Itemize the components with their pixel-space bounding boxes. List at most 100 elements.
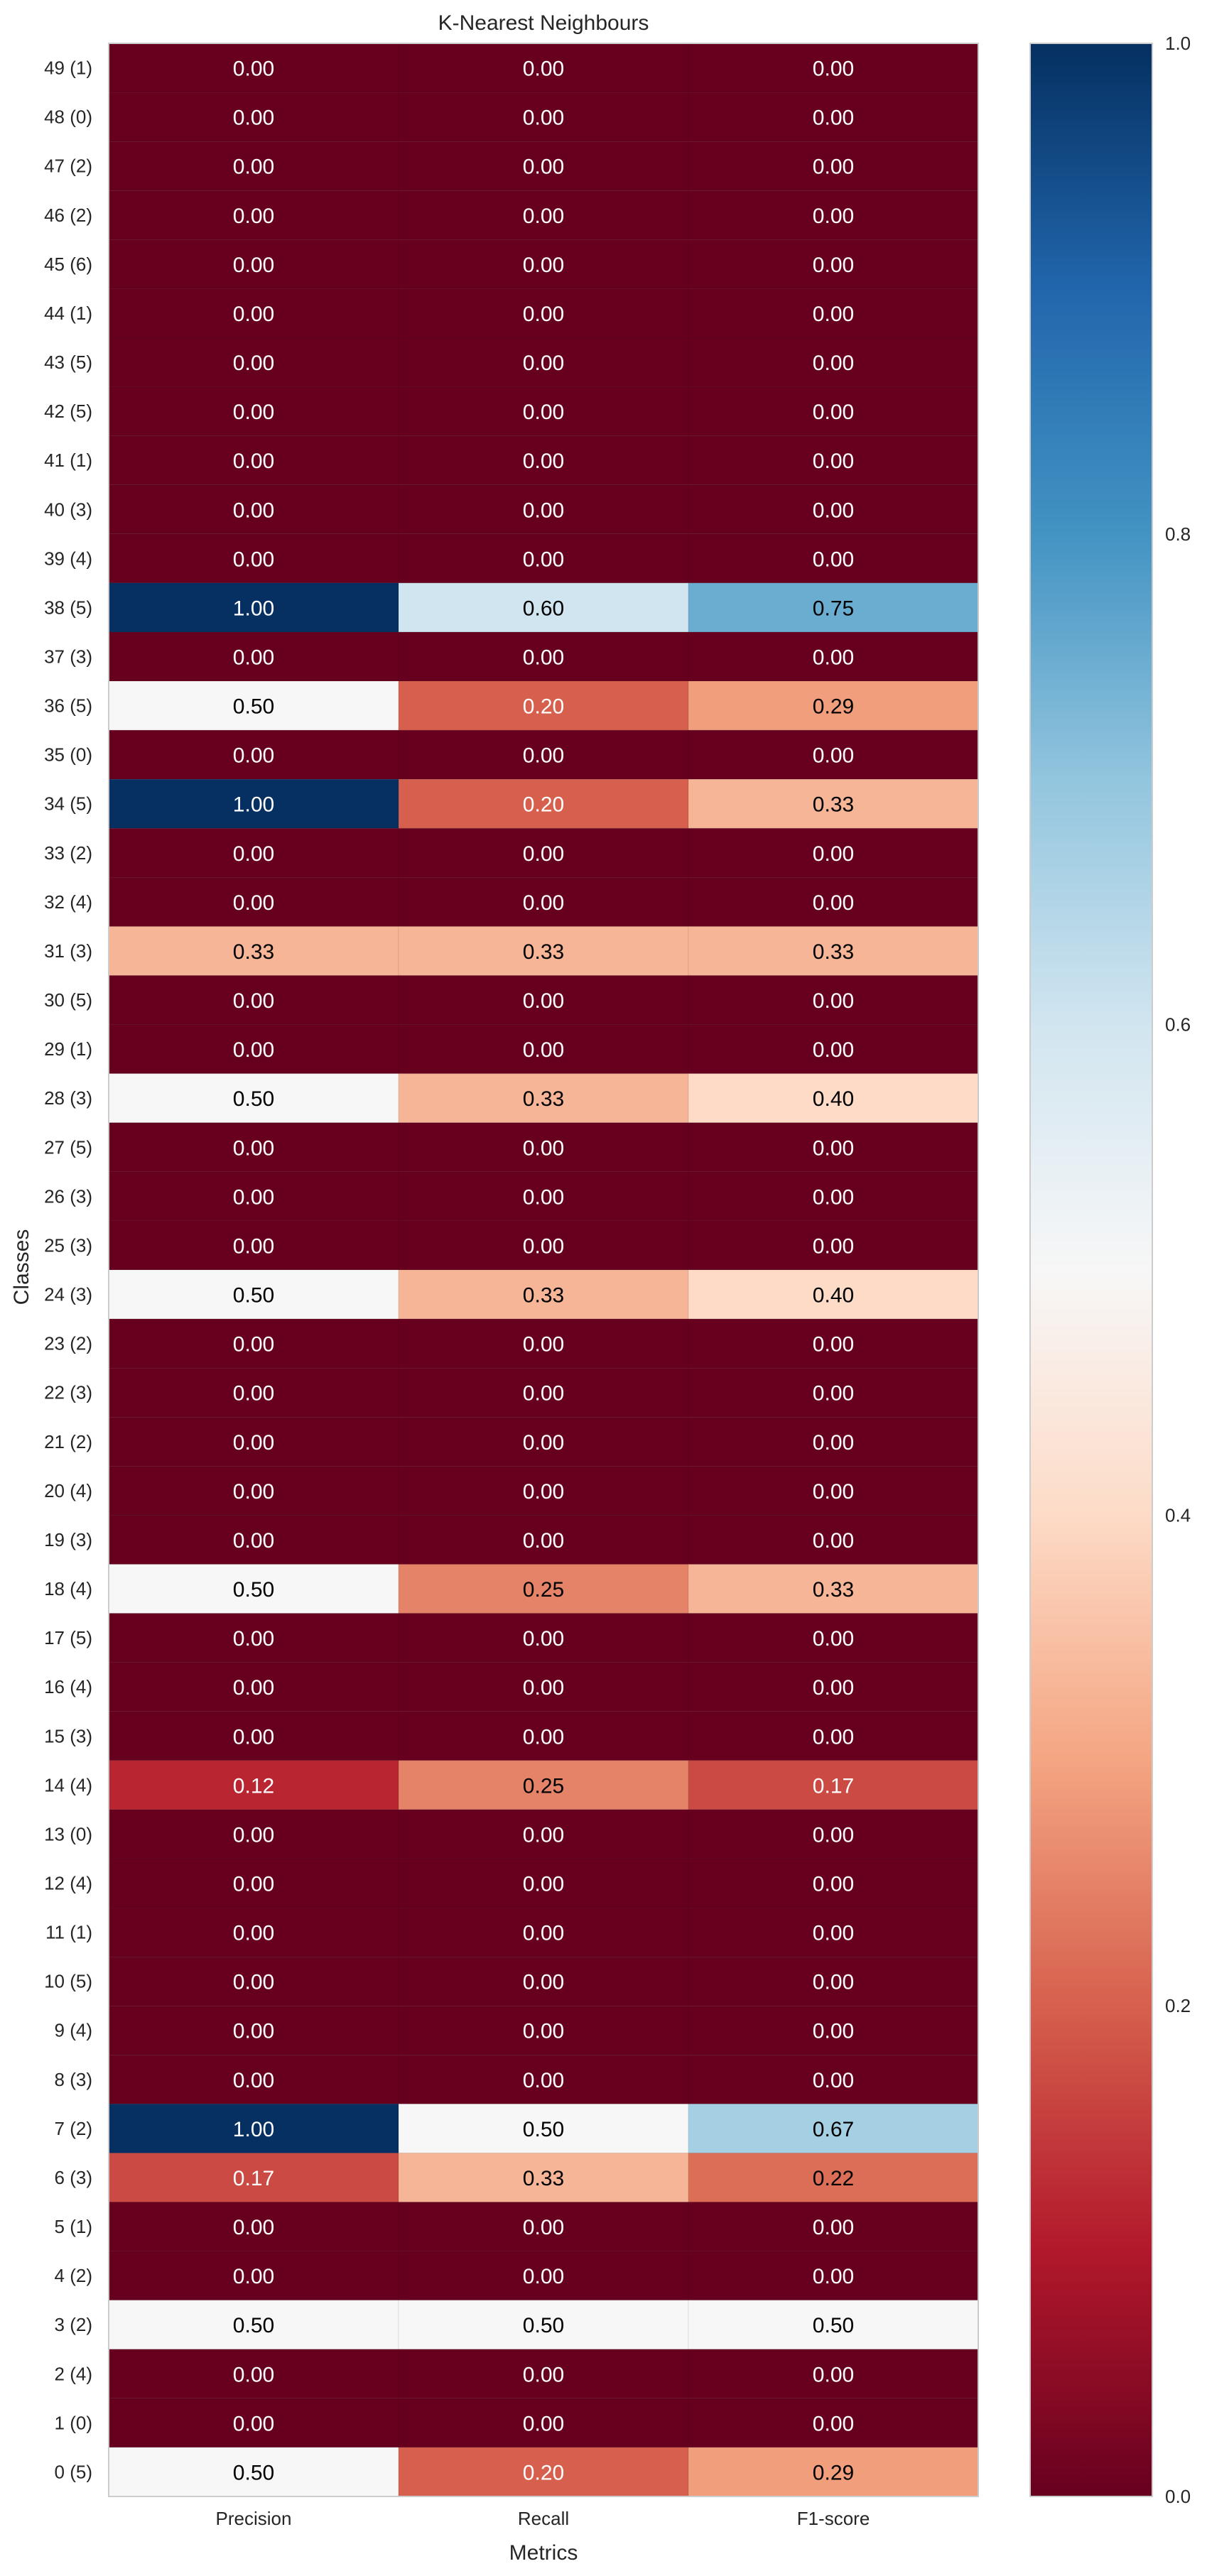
heatmap-cell (108, 827, 399, 878)
cell-value-label: 0.00 (233, 548, 274, 571)
cell-value-label: 0.00 (233, 1382, 274, 1406)
heatmap-cell (688, 190, 979, 240)
heatmap-cell (398, 2398, 689, 2448)
heatmap-cell (108, 190, 399, 240)
cell-value-label: 0.00 (523, 1382, 564, 1406)
heatmap-cell (108, 680, 399, 731)
heatmap-cell (108, 2447, 399, 2497)
heatmap-cell (398, 92, 689, 142)
cell-value-label: 0.50 (523, 2314, 564, 2337)
row-tick-label: 9 (4) (55, 2020, 92, 2041)
cell-value-label: 0.00 (523, 58, 564, 81)
heatmap-cell (398, 43, 689, 93)
cell-value-label: 0.22 (813, 2167, 854, 2190)
heatmap-cell (688, 1956, 979, 2006)
cell-value-label: 0.00 (233, 499, 274, 522)
cell-value-label: 0.00 (233, 1136, 274, 1160)
heatmap-cell (688, 729, 979, 780)
cell-value-label: 0.50 (233, 1087, 274, 1111)
cell-value-label: 0.00 (233, 352, 274, 375)
cell-value-label: 0.00 (233, 1627, 274, 1651)
cell-value-label: 0.00 (813, 1038, 854, 1062)
cell-value-label: 0.00 (813, 499, 854, 522)
cell-value-label: 0.00 (813, 58, 854, 81)
cell-value-label: 1.00 (233, 597, 274, 620)
heatmap-cell (688, 2300, 979, 2350)
heatmap-cell (688, 1416, 979, 1467)
column-tick-label: F1-score (797, 2508, 870, 2529)
cell-value-label: 0.00 (523, 107, 564, 130)
heatmap-cell (688, 631, 979, 682)
row-tick-label: 28 (3) (44, 1087, 92, 1109)
row-tick-label: 25 (3) (44, 1234, 92, 1256)
colorbar-tick-label: 0.4 (1165, 1504, 1191, 1526)
row-tick-label: 41 (1) (44, 450, 92, 471)
cell-value-label: 0.00 (813, 401, 854, 424)
cell-value-label: 0.00 (813, 1823, 854, 1847)
heatmap-cell (398, 1956, 689, 2006)
row-tick-label: 45 (6) (44, 254, 92, 275)
cell-value-label: 0.00 (523, 1185, 564, 1209)
heatmap-cell (688, 2398, 979, 2448)
row-tick-label: 12 (4) (44, 1873, 92, 1894)
cell-value-label: 0.00 (523, 1136, 564, 1160)
cell-value-label: 0.00 (233, 1529, 274, 1553)
heatmap-cell (108, 1563, 399, 1614)
heatmap-cell (108, 533, 399, 584)
colorbar-tick-label: 0.6 (1165, 1014, 1191, 1036)
row-tick-label: 43 (5) (44, 352, 92, 373)
row-tick-label: 13 (0) (44, 1823, 92, 1844)
cell-value-label: 0.00 (523, 891, 564, 915)
heatmap-cell (108, 1367, 399, 1418)
row-tick-label: 30 (5) (44, 989, 92, 1011)
heatmap-cell (108, 925, 399, 977)
heatmap-cell (108, 337, 399, 388)
cell-value-label: 0.00 (523, 450, 564, 473)
cell-value-label: 0.29 (813, 695, 854, 719)
heatmap-cell (398, 582, 689, 633)
heatmap-cell (108, 1318, 399, 1369)
heatmap-cell (398, 1024, 689, 1075)
row-tick-label: 5 (1) (55, 2216, 92, 2237)
cell-value-label: 0.50 (233, 1284, 274, 1308)
cell-value-label: 0.00 (813, 891, 854, 915)
cell-value-label: 0.00 (813, 1431, 854, 1455)
cell-value-label: 0.00 (813, 1333, 854, 1357)
heatmap-cell (688, 2349, 979, 2399)
cell-value-label: 0.00 (523, 1725, 564, 1749)
row-tick-label: 32 (4) (44, 891, 92, 913)
cell-value-label: 0.00 (233, 646, 274, 670)
cell-value-label: 0.00 (813, 2363, 854, 2386)
cell-value-label: 0.00 (813, 1922, 854, 1945)
row-tick-label: 24 (3) (44, 1284, 92, 1305)
heatmap-cell (108, 1956, 399, 2006)
heatmap-cell (108, 1465, 399, 1516)
cell-value-label: 0.00 (523, 1873, 564, 1896)
column-labels: Precision Recall F1-score (216, 2508, 870, 2529)
cell-value-label: 0.00 (233, 842, 274, 866)
column-tick-label: Recall (518, 2508, 569, 2529)
cell-value-label: 0.75 (813, 597, 854, 620)
cell-value-label: 0.00 (233, 1431, 274, 1455)
row-tick-label: 33 (2) (44, 842, 92, 864)
cell-value-label: 0.00 (813, 1185, 854, 1209)
cell-value-label: 0.00 (813, 2020, 854, 2043)
cell-value-label: 0.00 (523, 1234, 564, 1258)
row-tick-label: 35 (0) (44, 744, 92, 766)
heatmap-cell (398, 1809, 689, 1859)
heatmap-cell (108, 1514, 399, 1565)
row-tick-label: 7 (2) (55, 2118, 92, 2139)
cell-value-label: 0.00 (813, 352, 854, 375)
cell-value-label: 0.00 (523, 2265, 564, 2288)
row-tick-label: 6 (3) (55, 2167, 92, 2188)
row-tick-label: 19 (3) (44, 1529, 92, 1550)
y-axis-label: Classes (10, 1229, 33, 1305)
heatmap-cells: 0.00 0.00 0.00 0.00 0.00 0.00 0.00 0.00 0.00 0.00… (108, 43, 979, 2497)
heatmap-cell (398, 2054, 689, 2104)
row-tick-label: 46 (2) (44, 205, 92, 226)
cell-value-label: 0.50 (813, 2314, 854, 2337)
heatmap-cell (688, 337, 979, 388)
heatmap-cell (108, 386, 399, 437)
row-tick-label: 4 (2) (55, 2265, 92, 2286)
